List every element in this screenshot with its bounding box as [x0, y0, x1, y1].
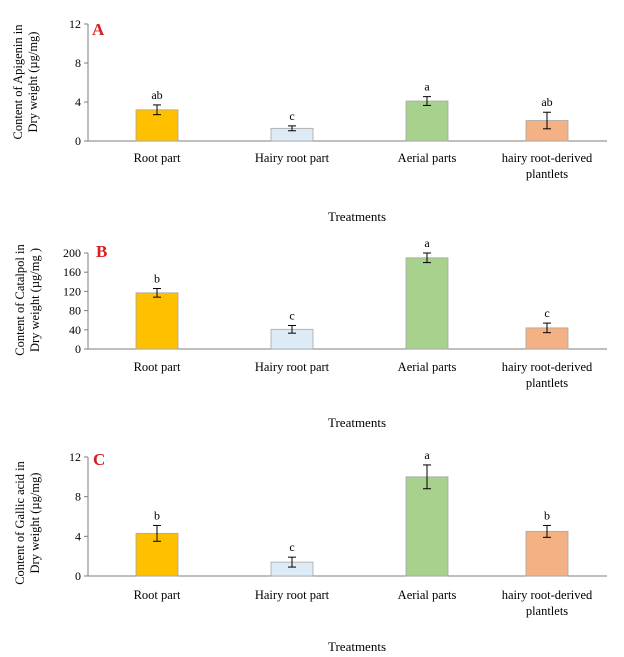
significance-letter: a: [424, 448, 430, 462]
y-tick-label: 0: [75, 569, 81, 583]
category-label: Aerial parts: [398, 360, 457, 374]
y-tick-label: 12: [69, 450, 81, 464]
significance-letter: c: [289, 109, 294, 123]
x-axis-label: Treatments: [328, 209, 386, 224]
category-label: Aerial parts: [398, 151, 457, 165]
bar: [405, 476, 449, 577]
y-tick-label: 8: [75, 56, 81, 70]
significance-letter: c: [289, 540, 294, 554]
y-tick-label: 4: [75, 529, 81, 543]
category-label: Root part: [134, 151, 181, 165]
category-label: Hairy root part: [255, 588, 330, 602]
y-tick-label: 160: [63, 265, 81, 279]
y-tick-label: 0: [75, 342, 81, 356]
panel-label: B: [96, 242, 107, 261]
panel-label: A: [92, 20, 105, 39]
bar: [135, 292, 179, 350]
significance-letter: ab: [541, 95, 552, 109]
panel-A: A 0 4 8 12 ab Root part c Hairy root part a Aerial…: [11, 17, 607, 224]
panel-C: C 0 4 8 12 b Root part c Hairy root part a Aerial …: [13, 448, 607, 654]
y-tick-label: 8: [75, 490, 81, 504]
category-label: hairy root-derived plantlets: [502, 588, 593, 618]
y-tick-label: 40: [69, 323, 81, 337]
significance-letter: b: [154, 272, 160, 286]
y-axis-label: Content of Apigenin inDry weight (µg/mg): [11, 24, 40, 140]
y-tick-label: 4: [75, 95, 81, 109]
y-tick-label: 120: [63, 284, 81, 298]
significance-letter: a: [424, 236, 430, 250]
category-label: hairy root-derived plantlets: [502, 151, 593, 181]
x-axis-label: Treatments: [328, 415, 386, 430]
bar: [405, 100, 449, 142]
significance-letter: c: [289, 308, 294, 322]
category-label: hairy root-derived plantlets: [502, 360, 593, 390]
y-axis-label: Content of Catalpol inDry weight (µg/mg …: [13, 244, 42, 356]
y-axis-label: Content of Gallic acid inDry weight (µg/…: [13, 460, 42, 584]
category-label: Hairy root part: [255, 360, 330, 374]
bar: [405, 257, 449, 350]
significance-letter: b: [154, 508, 160, 522]
significance-letter: a: [424, 80, 430, 94]
panel-B: B 0 40 80 120 160 200 b Root part c Hairy root par…: [13, 236, 607, 430]
y-tick-label: 12: [69, 17, 81, 31]
significance-letter: b: [544, 508, 550, 522]
x-axis-label: Treatments: [328, 639, 386, 654]
y-tick-label: 200: [63, 246, 81, 260]
y-tick-label: 80: [69, 304, 81, 318]
bar: [525, 530, 569, 577]
y-tick-label: 0: [75, 134, 81, 148]
category-label: Hairy root part: [255, 151, 330, 165]
category-label: Root part: [134, 588, 181, 602]
significance-letter: ab: [151, 88, 162, 102]
panel-label: C: [93, 450, 105, 469]
category-label: Aerial parts: [398, 588, 457, 602]
significance-letter: c: [544, 306, 549, 320]
category-label: Root part: [134, 360, 181, 374]
